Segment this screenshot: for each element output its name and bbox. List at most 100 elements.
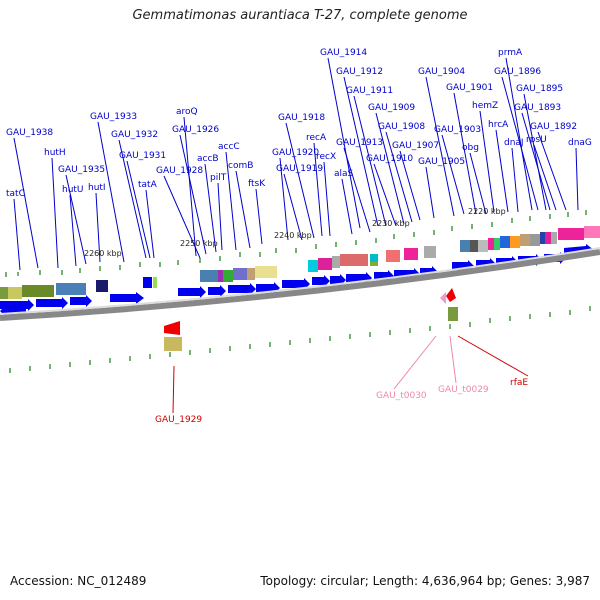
gene-label-gau-t0030: GAU_t0030 <box>376 391 427 401</box>
gene-label-gau-1892: GAU_1892 <box>530 122 577 132</box>
gene-label-accb: accB <box>197 154 219 164</box>
gene-label-hrca: hrcA <box>488 120 509 130</box>
gene-label-hutu: hutU <box>62 185 84 195</box>
leader-line-gau-1909 <box>375 112 405 225</box>
gene-label-comb: comB <box>228 161 253 171</box>
leader-line-gau-1938 <box>13 137 39 269</box>
gene-label-gau-1896: GAU_1896 <box>494 67 541 77</box>
gene-label-gau-1926: GAU_1926 <box>172 125 219 135</box>
gene-label-gau-1905: GAU_1905 <box>418 157 465 167</box>
leader-line-gau-1903 <box>441 134 465 215</box>
leader-line-gau-1932 <box>118 139 147 259</box>
gene-label-hemz: hemZ <box>472 101 498 111</box>
gene-label-tata: tatA <box>138 180 158 190</box>
gene-label-gau-1932: GAU_1932 <box>111 130 158 140</box>
outer-tick-row <box>5 210 587 277</box>
leader-line-rfae <box>457 335 529 377</box>
gene-label-huti: hutI <box>88 183 106 193</box>
gene-label-gau-1933: GAU_1933 <box>90 112 137 122</box>
leader-line-pilt <box>217 182 223 251</box>
leader-line-prma <box>505 57 533 211</box>
gene-label-gau-1912: GAU_1912 <box>336 67 383 77</box>
inner-tick-row <box>9 306 591 373</box>
gene-label-prma: prmA <box>498 48 523 58</box>
gene-label-gau-1919: GAU_1919 <box>276 164 323 174</box>
gene-label-gau-t0029: GAU_t0029 <box>438 385 489 395</box>
leader-line-gau-t0030 <box>393 335 437 390</box>
leader-line-gau-1911 <box>353 95 387 227</box>
gene-label-gau-1903: GAU_1903 <box>434 125 481 135</box>
gene-label-gau-1909: GAU_1909 <box>368 103 415 113</box>
leader-line-gau-1895 <box>523 93 547 211</box>
leader-line-reca <box>313 142 323 237</box>
leader-line-hrca <box>495 129 509 213</box>
leader-line-gau-1910 <box>373 163 397 227</box>
gene-label-gau-1913: GAU_1913 <box>336 138 383 148</box>
gene-label-tatc: tatC <box>6 189 25 199</box>
gene-label-gau-1911: GAU_1911 <box>346 86 393 96</box>
inner-strand-features <box>164 288 458 351</box>
accession-text: Accession: NC_012489 <box>10 574 147 588</box>
leader-line-gau-1896 <box>501 76 539 211</box>
genome-backbone <box>0 247 600 321</box>
leader-line-gau-1907 <box>399 150 421 221</box>
leader-line-gau-1901 <box>453 92 477 215</box>
leader-line-gau-1893 <box>521 112 551 211</box>
leader-line-gau-1926 <box>179 134 207 255</box>
gene-label-gau-1928: GAU_1928 <box>156 166 203 176</box>
label-leader-lines <box>13 57 579 414</box>
leader-line-dnag <box>575 147 579 211</box>
gene-label-obg: obg <box>462 143 479 153</box>
leader-line-gau-1919 <box>283 173 303 241</box>
outer-strand-features <box>0 226 600 299</box>
leader-line-huti <box>95 192 101 263</box>
leader-line-gau-1914 <box>327 57 361 229</box>
scale-labels: 2260 kbp 2250 kbp 2240 kbp 2230 kbp 2220 kbp <box>84 207 506 258</box>
leader-line-gau-1913 <box>343 147 371 233</box>
gene-label-gau-1918: GAU_1918 <box>278 113 325 123</box>
leader-line-gau-1912 <box>343 76 379 227</box>
scale-label-2230-kbp: 2230 kbp <box>372 219 410 228</box>
leader-line-aroq <box>183 116 197 257</box>
scale-label-2250-kbp: 2250 kbp <box>180 239 218 248</box>
scale-label-2240-kbp: 2240 kbp <box>274 231 312 240</box>
gene-label-gau-1893: GAU_1893 <box>514 103 561 113</box>
gene-label-gau-1929: GAU_1929 <box>155 415 202 425</box>
gene-label-pilt: pilT <box>210 173 227 183</box>
gene-labels: tatC GAU_1938 hutH hutU GAU_1935 hutI GAU_1933… <box>6 48 592 425</box>
diagram-title: Gemmatimonas aurantiaca T-27, complete g… <box>132 8 468 23</box>
leader-line-hemz <box>479 110 495 213</box>
leader-line-gau-1931 <box>126 160 151 259</box>
scale-label-2220-kbp: 2220 kbp <box>468 207 506 216</box>
gene-label-ftsk: ftsK <box>248 179 266 189</box>
scale-label-2260-kbp: 2260 kbp <box>84 249 122 258</box>
gene-label-gau-1938: GAU_1938 <box>6 128 53 138</box>
leader-line-accb <box>204 163 217 253</box>
gene-label-dnag: dnaG <box>568 138 592 148</box>
gene-label-gau-1910: GAU_1910 <box>366 154 413 164</box>
leader-line-accc <box>225 151 237 251</box>
leader-line-tata <box>145 189 155 259</box>
leader-line-gau-1918 <box>285 122 315 239</box>
leader-line-obg <box>469 152 487 215</box>
gene-label-gau-1895: GAU_1895 <box>516 84 563 94</box>
gene-label-gau-1901: GAU_1901 <box>446 83 493 93</box>
leader-line-gau-1920 <box>279 157 289 241</box>
gene-label-aroq: aroQ <box>176 107 198 117</box>
gene-label-reca: recA <box>306 133 327 143</box>
leader-line-rpsu <box>533 144 557 211</box>
gene-label-gau-1931: GAU_1931 <box>119 151 166 161</box>
gene-label-gau-1908: GAU_1908 <box>378 122 425 132</box>
leader-line-gau-1929 <box>172 365 175 414</box>
leader-line-ftsk <box>255 188 263 245</box>
genome-summary-text: Topology: circular; Length: 4,636,964 bp… <box>260 574 590 588</box>
gene-label-gau-1907: GAU_1907 <box>392 141 439 151</box>
leader-line-alas <box>341 178 353 235</box>
leader-line-gau-1928 <box>163 175 201 259</box>
gene-label-alas: alaS <box>334 169 354 179</box>
gene-label-rpsu: rpsU <box>526 135 547 145</box>
leader-line-huth <box>51 157 59 269</box>
gene-label-rfae: rfaE <box>510 378 528 388</box>
leader-line-gau-1908 <box>385 131 413 223</box>
